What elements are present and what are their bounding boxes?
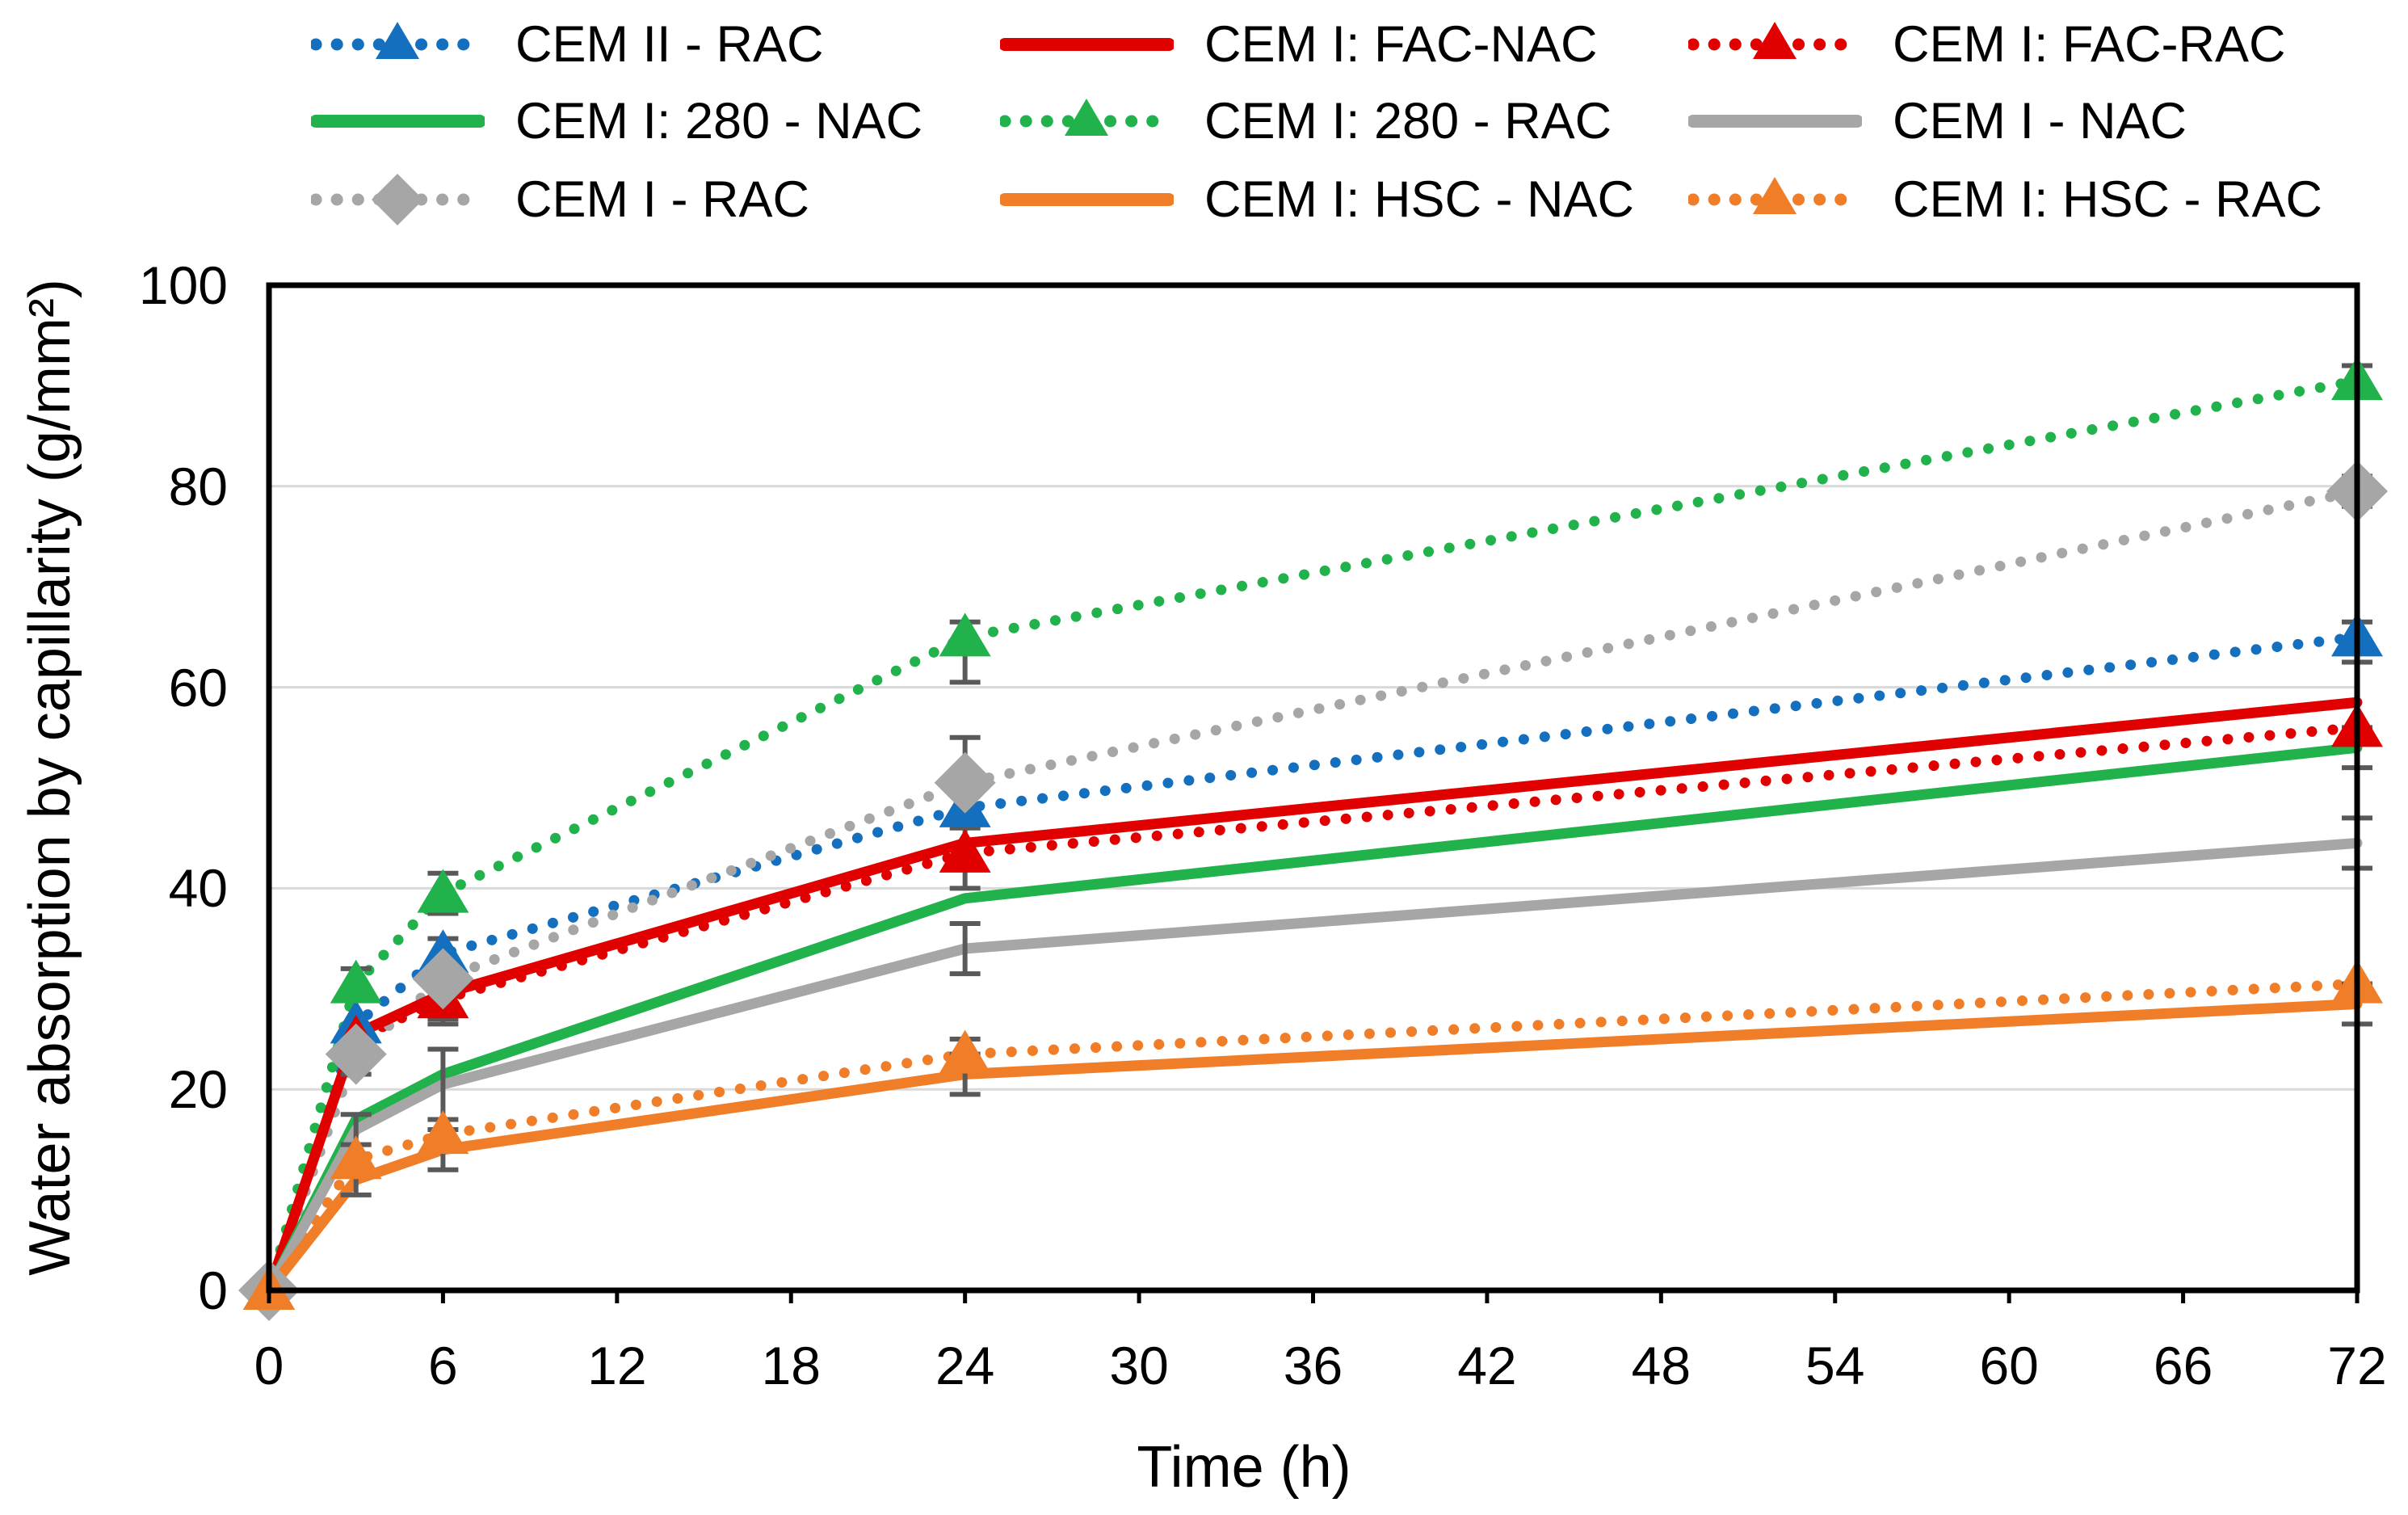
legend-item-label: CEM II - RAC: [515, 16, 824, 73]
plot-border: [266, 282, 2360, 1294]
legend-item: CEM I: HSC - RAC: [1688, 161, 2322, 238]
x-tick-label: 6: [428, 1336, 458, 1395]
legend-item-label: CEM I: FAC-NAC: [1204, 16, 1598, 73]
triangle-marker: [939, 828, 991, 873]
triangle-marker-icon: [1753, 177, 1797, 214]
triangle-marker: [939, 1029, 991, 1074]
x-tick-label: 54: [1805, 1336, 1865, 1395]
series-line: [263, 486, 2363, 1296]
x-tick-label: 42: [1457, 1336, 1517, 1395]
diamond-marker: [325, 1023, 387, 1085]
y-tick-label: 20: [168, 1059, 228, 1120]
x-tick-label: 48: [1631, 1336, 1691, 1395]
triangle-marker: [417, 1110, 469, 1155]
plot-frame: [266, 282, 2360, 1294]
triangle-marker: [417, 869, 469, 913]
legend-item: CEM I: 280 - RAC: [1000, 82, 1612, 160]
legend-item-label: CEM I - RAC: [515, 171, 810, 228]
legend-item: CEM I - RAC: [311, 161, 809, 238]
legend-item-label: CEM I: FAC-RAC: [1893, 16, 2286, 73]
y-tick-label: 100: [138, 255, 228, 315]
x-tick-label: 18: [761, 1336, 821, 1395]
x-axis-title: Time (h): [1137, 1435, 1351, 1500]
legend-item-label: CEM I: HSC - RAC: [1893, 171, 2323, 228]
y-tick-label: 40: [168, 858, 228, 919]
legend-item: CEM I: FAC-RAC: [1688, 6, 2286, 83]
diamond-marker: [934, 751, 996, 814]
legend-swatch-icon: [1688, 177, 1862, 214]
legend-item: CEM I: HSC - NAC: [1000, 161, 1634, 238]
series-line: [263, 375, 2363, 1296]
legend-swatch-icon: [1688, 115, 1862, 128]
x-tick-label: 12: [587, 1336, 647, 1395]
x-tick-label: 66: [2153, 1336, 2213, 1395]
series-markers: [238, 356, 2388, 1321]
triangle-marker-icon: [1753, 22, 1797, 59]
legend-swatch-icon: [311, 115, 485, 128]
triangle-marker: [330, 1135, 382, 1180]
legend-item-label: CEM I - NAC: [1893, 93, 2187, 149]
axis-ticks: [267, 1290, 2360, 1303]
diamond-marker: [412, 948, 474, 1010]
series-lines: [263, 375, 2363, 1296]
legend-swatch-icon: [311, 22, 485, 59]
legend-swatch-icon: [1000, 193, 1174, 206]
x-tick-label: 60: [1979, 1336, 2039, 1395]
triangle-marker-icon: [1065, 99, 1108, 136]
legend-item: CEM I: 280 - NAC: [311, 82, 922, 160]
triangle-marker-icon: [376, 22, 419, 59]
legend-item-label: CEM I: HSC - NAC: [1204, 171, 1635, 228]
gridlines: [269, 485, 2357, 1091]
y-tick-label: 60: [168, 657, 228, 718]
series-line: [263, 837, 2363, 1296]
x-tick-label: 72: [2327, 1336, 2387, 1395]
y-tick-label: 80: [168, 456, 228, 516]
triangle-marker: [330, 959, 382, 1004]
legend-item: CEM II - RAC: [311, 6, 824, 83]
x-tick-label: 30: [1109, 1336, 1169, 1395]
series-line: [263, 978, 2363, 1296]
triangle-marker: [939, 612, 991, 657]
legend-swatch-icon: [1000, 38, 1174, 51]
x-tick-label: 36: [1283, 1336, 1343, 1395]
legend-item: CEM I - NAC: [1688, 82, 2187, 160]
diamond-marker-icon: [372, 174, 423, 225]
x-tick-label: 0: [254, 1336, 284, 1395]
y-tick-label: 0: [198, 1260, 228, 1320]
legend-item: CEM I: FAC-NAC: [1000, 6, 1598, 83]
x-tick-label: 24: [935, 1336, 995, 1395]
legend-swatch-icon: [1688, 22, 1862, 59]
y-axis-title: Water absorption by capillarity (g/mm²): [18, 279, 82, 1276]
legend-swatch-icon: [1000, 99, 1174, 136]
legend-item-label: CEM I: 280 - NAC: [515, 93, 923, 149]
legend-item-label: CEM I: 280 - RAC: [1204, 93, 1612, 149]
legend-swatch-icon: [311, 174, 485, 225]
